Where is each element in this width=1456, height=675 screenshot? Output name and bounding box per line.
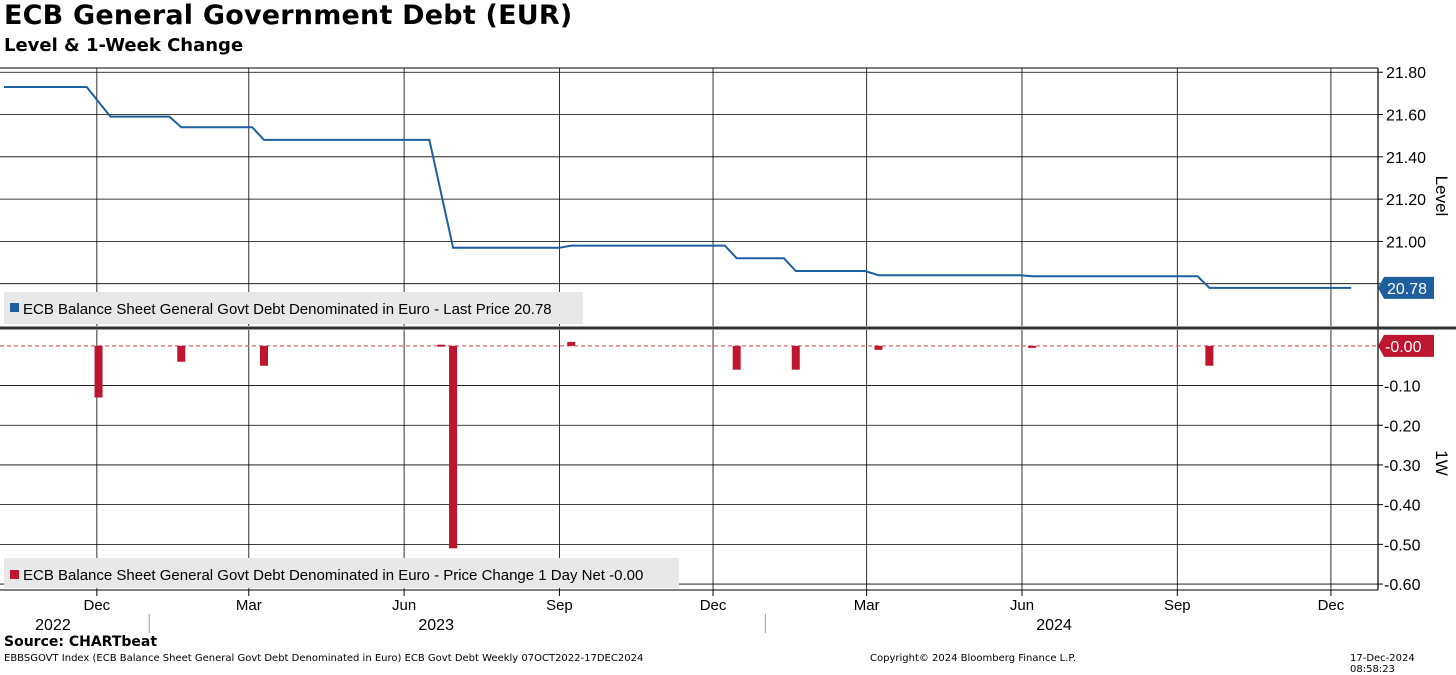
change-bar — [259, 345, 268, 366]
chart-subtitle: Level & 1-Week Change — [4, 35, 244, 56]
x-tick-label: Sep — [546, 597, 573, 614]
level-series-line — [4, 86, 1352, 289]
year-label: 2022 — [35, 617, 71, 634]
y-axis-title-change: 1W — [1432, 450, 1451, 476]
x-tick-label: Sep — [1164, 597, 1191, 614]
source-note: Source: CHARTbeat — [4, 634, 158, 650]
y-tick-label: 21.00 — [1386, 234, 1426, 251]
y-tick-label: -0.10 — [1384, 379, 1421, 396]
x-tick-label: Jun — [392, 597, 416, 614]
year-label: 2023 — [418, 617, 454, 634]
change-last-value-tag — [1378, 334, 1434, 357]
year-label: 2024 — [1036, 617, 1072, 634]
y-tick-label: 21.60 — [1386, 108, 1426, 125]
level-legend-label: ECB Balance Sheet General Govt Debt Deno… — [23, 301, 552, 318]
level-last-value-label: 20.78 — [1387, 281, 1427, 298]
change-bar — [177, 345, 186, 362]
change-bar — [1205, 345, 1214, 366]
y-tick-label: 21.40 — [1386, 150, 1426, 167]
change-bar — [1028, 345, 1037, 348]
change-bar — [567, 341, 576, 346]
change-bar — [732, 345, 741, 370]
y-tick-label: 21.20 — [1386, 192, 1426, 209]
y-axis-title-level: Level — [1432, 176, 1451, 217]
x-tick-label: Mar — [236, 597, 262, 614]
change-bar — [874, 345, 883, 350]
change-legend-box — [4, 558, 679, 588]
x-tick-label: Mar — [854, 597, 880, 614]
change-bar — [791, 345, 800, 370]
y-tick-label: -0.40 — [1384, 498, 1421, 515]
change-last-value-label: -0.00 — [1385, 339, 1422, 356]
footer-timestamp: 17-Dec-2024 08:58:23 — [1350, 653, 1415, 675]
footer-description: EBBSGOVT Index (ECB Balance Sheet Genera… — [4, 653, 644, 664]
x-tick-label: Dec — [1318, 597, 1345, 614]
change-legend-swatch — [10, 570, 19, 579]
footer-copyright: Copyright© 2024 Bloomberg Finance L.P. — [870, 653, 1077, 664]
change-bar — [94, 345, 103, 398]
y-tick-label: -0.20 — [1384, 418, 1421, 435]
level-legend-box — [4, 292, 583, 324]
x-tick-label: Dec — [700, 597, 727, 614]
chart-title: ECB General Government Debt (EUR) — [4, 0, 573, 31]
y-tick-label: 21.80 — [1386, 65, 1426, 82]
level-last-value-tag — [1378, 276, 1434, 299]
change-bar — [449, 345, 458, 549]
y-tick-label: -0.60 — [1384, 577, 1421, 594]
y-tick-label: -0.50 — [1384, 537, 1421, 554]
level-legend-swatch — [10, 303, 19, 312]
change-bar — [437, 344, 446, 347]
y-tick-label: -0.30 — [1384, 458, 1421, 475]
change-legend-label: ECB Balance Sheet General Govt Debt Deno… — [23, 567, 643, 584]
x-tick-label: Dec — [84, 597, 111, 614]
x-tick-label: Jun — [1010, 597, 1034, 614]
